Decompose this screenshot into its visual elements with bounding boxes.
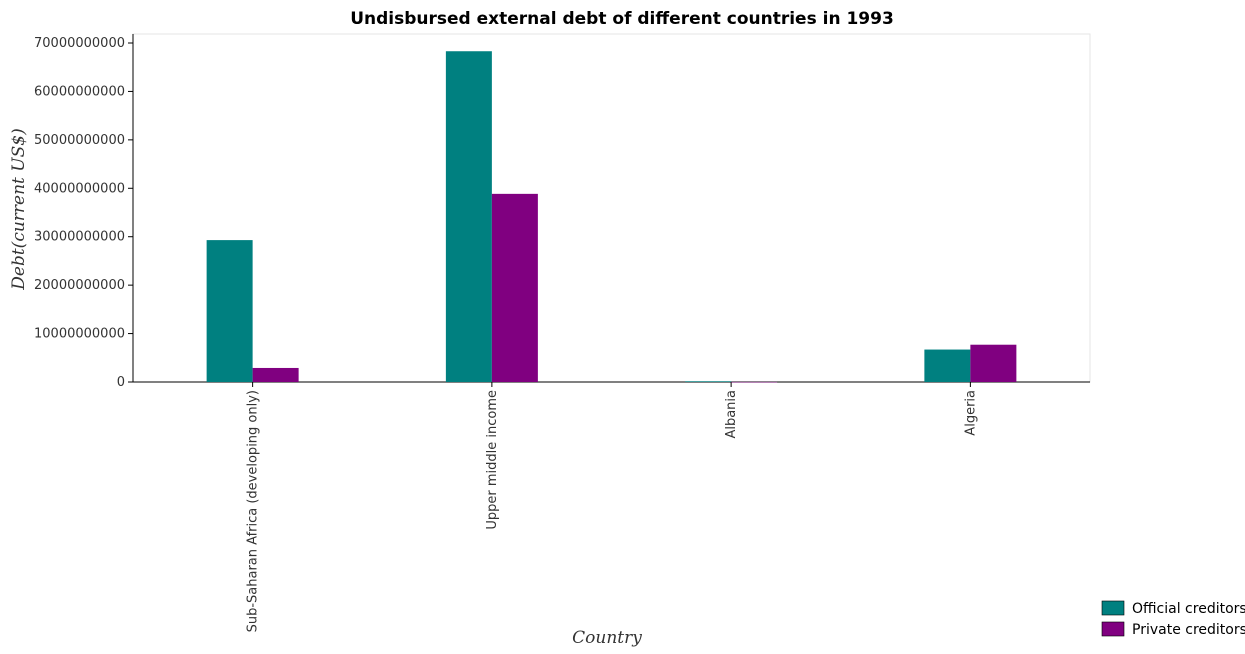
legend-label-0: Official creditors <box>1132 601 1245 617</box>
y-tick-label: 30000000000 <box>34 230 125 245</box>
y-axis-ticks: 0 10000000000 20000000000 30000000000 400000… <box>34 36 133 390</box>
y-tick-label: 0 <box>117 375 125 390</box>
y-tick-label: 10000000000 <box>34 327 125 342</box>
y-tick-label: 60000000000 <box>34 84 125 99</box>
bar-official-1 <box>445 51 492 383</box>
x-tick-label: Upper middle income <box>485 390 500 530</box>
bar-private-3 <box>970 344 1017 382</box>
bar-private-0 <box>252 367 299 382</box>
bar-private-2 <box>731 381 778 383</box>
bar-official-3 <box>924 349 971 382</box>
legend-swatch-1 <box>1101 621 1125 637</box>
x-axis-ticks: Sub-Saharan Africa (developing only) Uppe… <box>246 382 978 632</box>
bar-official-0 <box>206 240 253 382</box>
x-tick-label: Albania <box>724 390 739 439</box>
y-tick-label: 40000000000 <box>34 181 125 196</box>
bar-official-2 <box>685 381 732 382</box>
x-tick-label: Algeria <box>963 390 978 436</box>
legend-label-1: Private creditors <box>1132 622 1245 638</box>
y-tick-label: 70000000000 <box>34 36 125 51</box>
y-tick-label: 20000000000 <box>34 278 125 293</box>
bar-private-1 <box>491 193 538 382</box>
plot-frame <box>132 33 1091 383</box>
x-tick-label: Sub-Saharan Africa (developing only) <box>246 390 261 632</box>
y-tick-label: 50000000000 <box>34 133 125 148</box>
chart-title: Undisbursed external debt of different c… <box>350 9 894 29</box>
legend-swatch-0 <box>1101 600 1125 616</box>
plot-border <box>132 33 1091 383</box>
bars <box>206 51 1017 383</box>
x-axis-label: Country <box>572 628 642 648</box>
y-axis-label: Debt(current US$) <box>9 128 29 290</box>
legend: Official creditors Private creditors <box>1101 600 1245 638</box>
